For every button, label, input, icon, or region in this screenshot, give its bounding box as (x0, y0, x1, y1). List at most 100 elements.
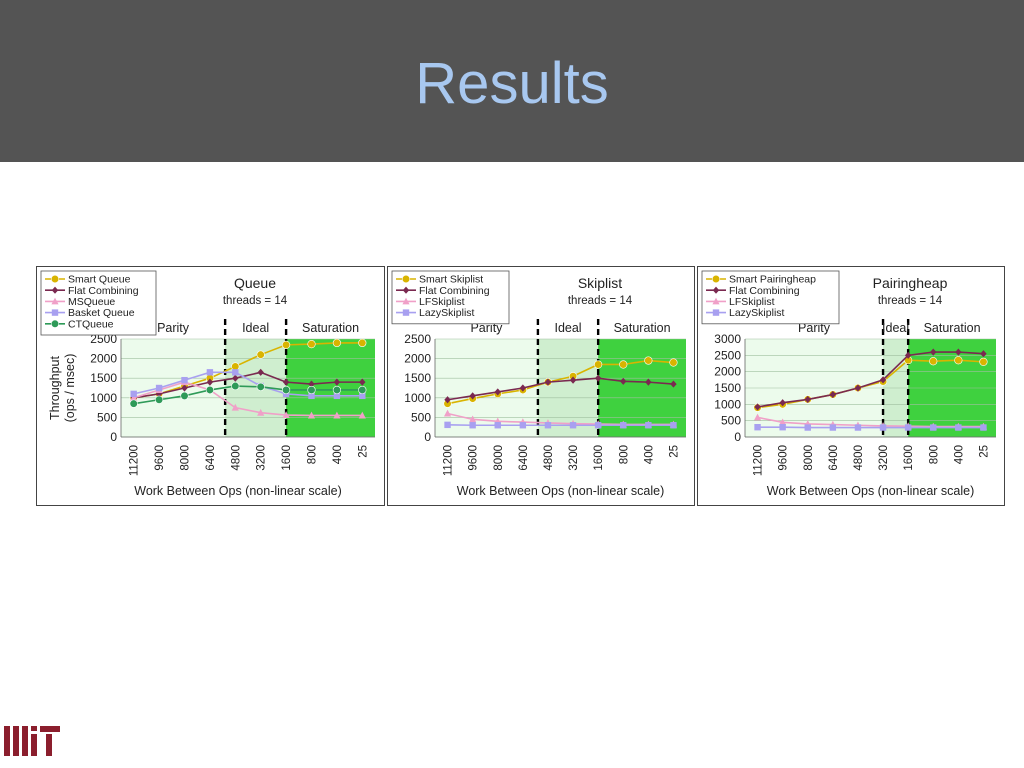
x-tick-label: 8000 (493, 445, 505, 471)
chart-subtitle: threads = 14 (568, 295, 633, 307)
data-point (359, 392, 366, 400)
data-point (469, 392, 476, 400)
series-line (133, 385, 363, 405)
x-tick-label: 9600 (468, 445, 480, 471)
data-point (879, 424, 887, 431)
data-point (206, 378, 214, 386)
legend-entry: Flat Combining (68, 285, 139, 297)
x-tick-label: 6400 (205, 445, 217, 471)
data-point (444, 421, 451, 429)
data-point (307, 411, 316, 419)
data-point (231, 381, 240, 391)
data-point (544, 422, 552, 429)
y-tick-label: 1000 (404, 391, 431, 405)
legend-swatch-marker (711, 274, 721, 284)
x-tick-label: 1600 (903, 445, 915, 471)
queue-chart: 0 500 1000 1500 2000 2500 Parity Ideal Saturatio… (40, 270, 375, 498)
data-point (644, 356, 653, 365)
data-point (257, 408, 265, 416)
data-point (256, 350, 265, 359)
series-line (133, 381, 363, 417)
data-point (231, 403, 239, 411)
data-point (180, 391, 189, 400)
x-tick-label: 9600 (778, 445, 790, 471)
data-point (645, 422, 652, 429)
data-point (930, 424, 937, 431)
chart-title: Skiplist (578, 275, 622, 291)
data-point (955, 424, 962, 431)
series-line (447, 359, 674, 405)
data-point (669, 358, 678, 367)
legend-entry: Flat Combining (729, 285, 800, 297)
x-tick-label: 8000 (803, 445, 815, 471)
data-point (308, 392, 315, 400)
data-point (569, 422, 577, 429)
y-tick-label: 3000 (714, 332, 741, 346)
data-point (333, 411, 341, 419)
legend-entry: MSQueue (68, 296, 115, 308)
legend-entry: Smart Queue (68, 274, 131, 286)
region-label-parity: Parity (157, 321, 190, 335)
data-point (282, 411, 290, 419)
data-point (181, 384, 188, 392)
series-line (757, 351, 984, 408)
data-point (645, 378, 652, 386)
data-point (332, 385, 342, 395)
y-tick-label: 0 (424, 430, 431, 444)
data-point (282, 340, 291, 349)
data-point (359, 378, 366, 386)
x-tick-label: 800 (307, 445, 319, 464)
x-tick-label: 25 (357, 445, 369, 458)
data-point (494, 422, 501, 429)
x-tick-label: 400 (953, 445, 965, 464)
series-line (447, 377, 674, 401)
series-line (133, 371, 363, 399)
x-axis-label: Work Between Ops (non-linear scale) (767, 484, 975, 498)
data-point (594, 422, 602, 429)
y-tick-label: 0 (734, 430, 741, 444)
y-tick-label: 2500 (714, 348, 741, 362)
chart-title: Pairingheap (873, 275, 948, 291)
data-point (358, 338, 367, 348)
data-point (670, 422, 677, 429)
data-point (205, 385, 214, 395)
skiplist-chart-panel: 0 500 1000 1500 2000 2500 Parity Ideal Saturatio… (387, 266, 695, 506)
series-lazyskiplist (754, 424, 987, 431)
region-label-parity: Parity (470, 321, 503, 335)
x-tick-label: 25 (978, 445, 990, 458)
x-tick-label: 6400 (518, 445, 530, 471)
x-axis-label: Work Between Ops (non-linear scale) (457, 484, 665, 498)
queue-chart-panel: 0 500 1000 1500 2000 2500 Parity Ideal Saturatio… (36, 266, 385, 506)
data-point (829, 424, 837, 431)
data-point (232, 374, 239, 382)
mit-logo (4, 726, 60, 756)
legend-entry: CTQueue (68, 318, 114, 330)
x-tick-label: 3200 (878, 445, 890, 471)
data-point (444, 396, 451, 404)
legend-swatch-marker (51, 297, 59, 305)
x-tick-label: 8000 (180, 445, 192, 471)
data-point (130, 390, 137, 398)
data-point (181, 376, 188, 384)
y-tick-label: 500 (97, 410, 117, 424)
y-axis-label: Throughput (48, 356, 62, 420)
data-point (519, 422, 527, 429)
y-tick-label: 1500 (714, 381, 741, 395)
legend-swatch-marker (712, 309, 720, 316)
data-point (753, 413, 762, 421)
data-point (307, 385, 316, 395)
data-point (231, 362, 240, 371)
pairingheap-chart: 0 500 1000 1500 2000 2500 3000 Parity Ideal Satur… (701, 270, 996, 498)
x-axis-label: Work Between Ops (non-linear scale) (134, 484, 342, 498)
region-label-saturation: Saturation (302, 321, 359, 335)
data-point (130, 394, 138, 401)
legend-swatch-marker (712, 286, 720, 294)
data-point (619, 360, 628, 369)
title-bar: Results (0, 0, 1024, 162)
y-tick-label: 2000 (714, 365, 741, 379)
x-tick-label: 11200 (443, 445, 455, 476)
x-tick-label: 1600 (281, 445, 293, 471)
region-label-parity: Parity (798, 321, 831, 335)
